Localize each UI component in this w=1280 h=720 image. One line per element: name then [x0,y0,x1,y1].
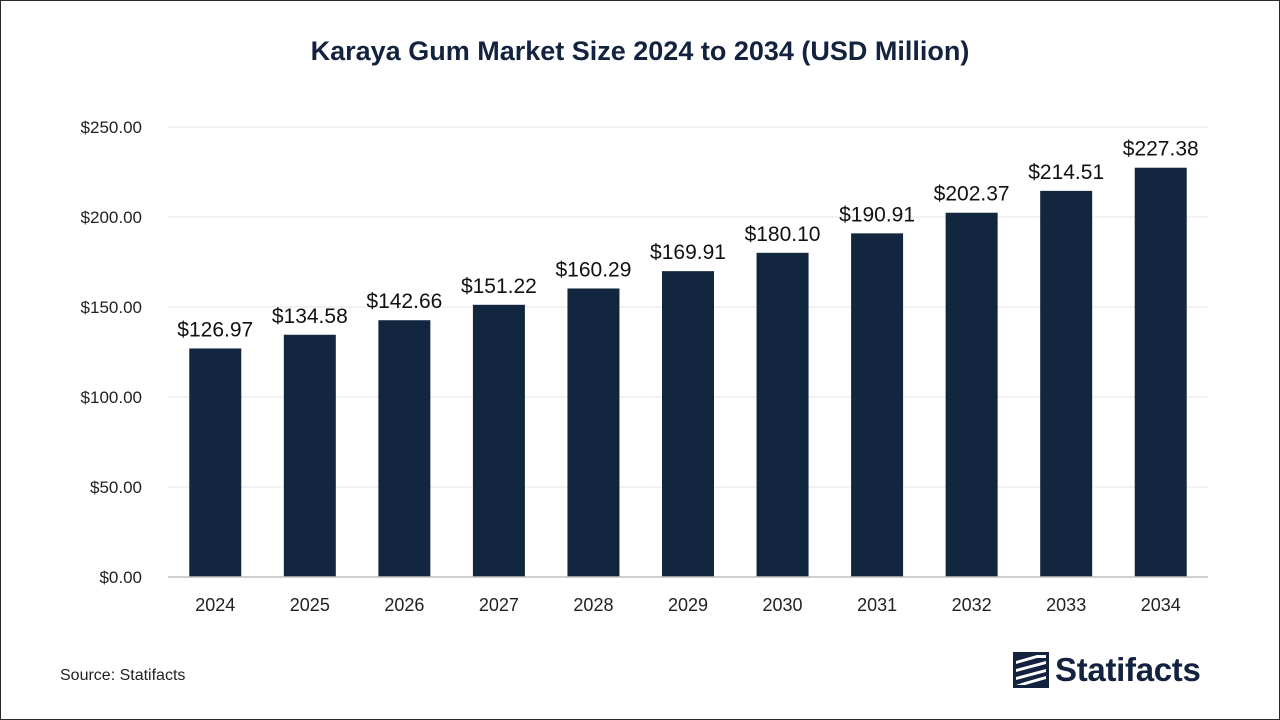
bar-value-label: $160.29 [555,258,631,281]
bar [662,271,714,577]
y-tick-label: $100.00 [81,388,142,407]
x-tick-label: 2025 [290,595,330,615]
x-tick-label: 2028 [573,595,613,615]
y-tick-label: $50.00 [90,478,142,497]
source-note: Source: Statifacts [60,667,186,684]
bar [1040,190,1093,577]
bar-value-label: $214.51 [1028,161,1104,184]
x-tick-label: 2027 [479,595,519,615]
bar-value-label: $134.58 [272,305,348,328]
brand-name: Statifacts [1055,651,1201,688]
y-tick-label: $250.00 [81,118,142,137]
x-tick-label: 2024 [195,595,235,615]
x-tick-label: 2029 [668,595,708,615]
x-tick-label: 2031 [857,595,897,615]
bar [851,233,904,577]
bar-value-label: $190.91 [839,203,915,226]
bar [756,252,809,577]
x-tick-label: 2030 [763,595,803,615]
bar [945,212,998,577]
bar [472,304,525,577]
bar [189,348,242,577]
x-tick-label: 2034 [1141,595,1181,615]
bar [283,334,336,577]
bar-value-label: $202.37 [934,183,1010,206]
y-tick-label: $150.00 [81,298,142,317]
bar-value-label: $169.91 [650,241,726,264]
bar [378,320,431,577]
bar-value-label: $227.38 [1123,138,1199,161]
brand-logo: Statifacts [1013,650,1201,690]
bar [1134,167,1187,577]
x-tick-label: 2033 [1046,595,1086,615]
bar-value-label: $151.22 [461,275,537,298]
x-tick-label: 2026 [384,595,424,615]
chart-title: Karaya Gum Market Size 2024 to 2034 (USD… [310,36,970,66]
bar-value-label: $180.10 [745,223,821,246]
statifacts-logo-icon [1013,652,1049,688]
y-tick-label: $0.00 [99,568,142,587]
y-tick-label: $200.00 [81,208,142,227]
bar-value-label: $142.66 [366,290,442,313]
x-tick-label: 2032 [952,595,992,615]
bar-value-label: $126.97 [177,318,253,341]
bar [567,288,620,577]
